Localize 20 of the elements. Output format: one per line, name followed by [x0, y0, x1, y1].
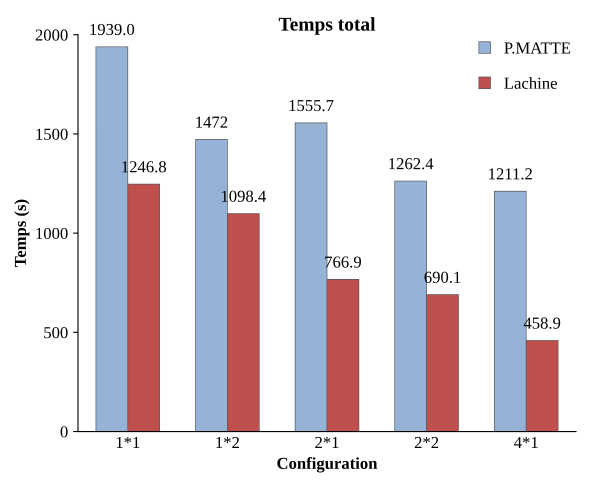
legend-label: P.MATTE [504, 42, 570, 54]
data-label: 1472 [196, 116, 228, 128]
y-tick-label: 500 [44, 327, 68, 338]
x-tick-label: 4*1 [514, 436, 538, 448]
legend-label: Lachine [504, 77, 557, 89]
chart-title: Temps total [278, 17, 376, 35]
x-tick-label: 2*2 [414, 436, 438, 448]
y-tick-label: 0 [60, 426, 68, 438]
y-tick-label: 2000 [36, 29, 68, 41]
x-tick-label: 1*1 [116, 436, 140, 448]
y-axis-title: Temps (s) [14, 200, 30, 268]
data-label: 1211.2 [489, 168, 532, 180]
x-tick-label: 1*2 [216, 436, 239, 448]
data-label: 1939.0 [90, 24, 134, 36]
y-tick-label: 1500 [36, 128, 68, 140]
data-label: 1262.4 [389, 158, 434, 170]
x-tick-label: 2*1 [315, 436, 338, 448]
data-label: 1555.7 [290, 100, 334, 112]
y-tick-label: 1000 [36, 228, 68, 240]
x-axis-title: Configuration [277, 457, 378, 472]
